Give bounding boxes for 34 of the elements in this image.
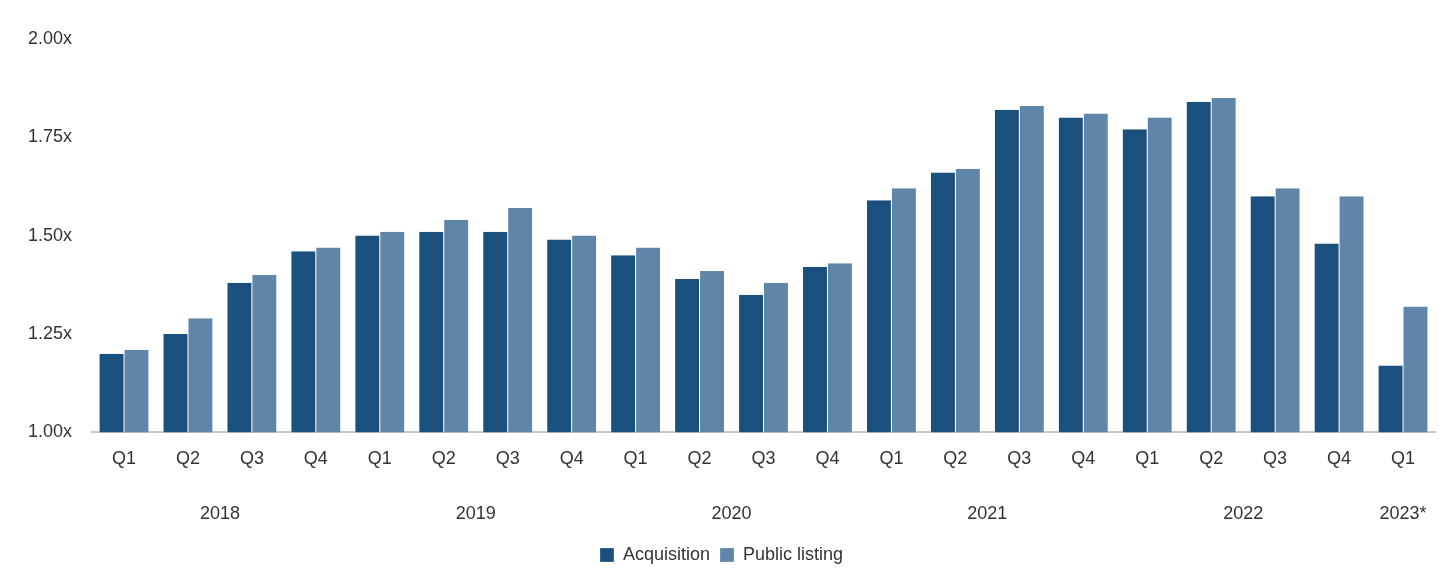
x-tick-label: Q4 [815,448,840,469]
x-tick-label: Q3 [751,448,776,469]
x-tick-label: Q1 [112,448,137,469]
text: 2018 [199,503,240,524]
x-tick-label: Q2 [175,448,200,469]
x-tick-label: Q2 [431,448,456,469]
text: 2022 [1223,503,1264,524]
x-tick-label: Q1 [623,448,648,469]
y-tick-label: 1.50x [27,224,73,245]
text: 2019 [455,503,496,524]
text: 2021 [967,503,1008,524]
x-tick-label: Q4 [559,448,584,469]
legend-label: Acquisition [622,543,710,564]
x-tick-label: Q1 [879,448,904,469]
x-tick-label: Q2 [1199,448,1224,469]
x-tick-label: Q4 [303,448,328,469]
text: 2023* [1379,503,1427,524]
x-tick-label: Q1 [1135,448,1160,469]
y-tick-label: 1.25x [27,322,73,343]
y-tick-label: 1.75x [27,126,73,147]
text: 2020 [711,503,752,524]
x-tick-label: Q4 [1327,448,1352,469]
x-tick-label: Q2 [687,448,712,469]
x-tick-label: Q2 [943,448,968,469]
y-tick-label: 1.00x [27,421,73,442]
x-tick-label: Q4 [1071,448,1096,469]
x-tick-label: Q3 [495,448,520,469]
x-tick-label: Q3 [1263,448,1288,469]
x-tick-label: Q3 [239,448,264,469]
x-tick-label: Q1 [367,448,392,469]
x-tick-label: Q3 [1007,448,1032,469]
legend-label: Public listing [743,543,844,564]
y-tick-label: 2.00x [27,27,73,48]
x-tick-label: Q1 [1391,448,1416,469]
